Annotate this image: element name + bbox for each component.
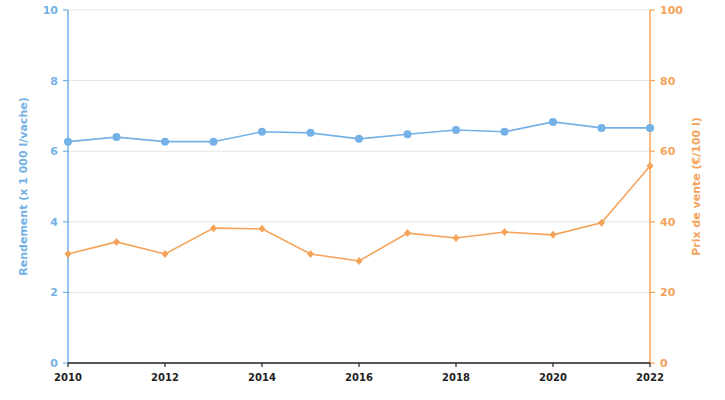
point bbox=[258, 128, 266, 136]
point bbox=[307, 250, 314, 258]
grid-line bbox=[68, 10, 650, 11]
point bbox=[210, 224, 217, 232]
x-tick bbox=[67, 363, 68, 367]
point bbox=[452, 126, 460, 134]
y2-tick bbox=[650, 221, 655, 222]
y-tick-label: 0 bbox=[50, 357, 58, 370]
point bbox=[549, 118, 557, 126]
y2-tick-label: 60 bbox=[660, 145, 676, 158]
y-tick-label: 2 bbox=[50, 286, 58, 299]
y-axis-label: Rendement (x 1 000 l/vache) bbox=[17, 97, 30, 275]
y2-tick-label: 0 bbox=[660, 357, 668, 370]
x-tick bbox=[358, 363, 359, 367]
x-tick-label: 2010 bbox=[54, 372, 82, 383]
point bbox=[501, 228, 508, 236]
point bbox=[598, 124, 606, 132]
y-tick bbox=[63, 151, 68, 152]
y-tick-label: 4 bbox=[50, 216, 58, 229]
series-line bbox=[68, 166, 650, 261]
point bbox=[647, 162, 654, 170]
x-tick bbox=[552, 363, 553, 367]
point bbox=[161, 138, 169, 146]
plot-area bbox=[64, 118, 654, 265]
y2-tick-label: 40 bbox=[660, 216, 676, 229]
x-tick-label: 2018 bbox=[442, 372, 470, 383]
point bbox=[162, 250, 169, 258]
y2-tick bbox=[650, 362, 655, 363]
y2-tick-label: 100 bbox=[660, 4, 683, 17]
x-tick bbox=[455, 363, 456, 367]
x-tick bbox=[261, 363, 262, 367]
point bbox=[113, 238, 120, 246]
point bbox=[598, 219, 605, 227]
grid-line bbox=[68, 221, 650, 222]
point bbox=[355, 135, 363, 143]
y-tick-label: 10 bbox=[43, 4, 59, 17]
x-tick-label: 2014 bbox=[248, 372, 276, 383]
point bbox=[307, 129, 315, 137]
y-tick bbox=[63, 292, 68, 293]
y2-tick bbox=[650, 9, 655, 10]
point bbox=[259, 225, 266, 233]
x-tick bbox=[649, 363, 650, 367]
point bbox=[404, 130, 412, 138]
point bbox=[646, 124, 654, 132]
x-tick-label: 2012 bbox=[151, 372, 179, 383]
y2-tick bbox=[650, 151, 655, 152]
point bbox=[65, 250, 72, 258]
point bbox=[404, 229, 411, 237]
y-tick-label: 6 bbox=[50, 145, 58, 158]
y-tick-label: 8 bbox=[50, 75, 58, 88]
point bbox=[64, 138, 72, 146]
grid-line bbox=[68, 151, 650, 152]
y2-axis-label: Prix de vente (€/100 l) bbox=[690, 117, 703, 256]
y2-tick-label: 20 bbox=[660, 286, 676, 299]
y2-tick bbox=[650, 80, 655, 81]
point bbox=[356, 257, 363, 265]
y-tick bbox=[63, 9, 68, 10]
point bbox=[501, 128, 509, 136]
y-tick bbox=[63, 221, 68, 222]
x-tick bbox=[164, 363, 165, 367]
x-tick-label: 2022 bbox=[636, 372, 664, 383]
x-tick-label: 2016 bbox=[345, 372, 373, 383]
y2-tick bbox=[650, 292, 655, 293]
point bbox=[550, 231, 557, 239]
y-tick bbox=[63, 80, 68, 81]
chart: 0246810020406080100201020122014201620182… bbox=[0, 0, 725, 400]
y2-axis bbox=[649, 10, 651, 363]
x-tick-label: 2020 bbox=[539, 372, 567, 383]
point bbox=[210, 138, 218, 146]
y-axis bbox=[67, 10, 69, 363]
y2-tick-label: 80 bbox=[660, 75, 676, 88]
grid-line bbox=[68, 80, 650, 81]
grid-line bbox=[68, 292, 650, 293]
point bbox=[453, 234, 460, 242]
point bbox=[113, 133, 121, 141]
y-tick bbox=[63, 362, 68, 363]
